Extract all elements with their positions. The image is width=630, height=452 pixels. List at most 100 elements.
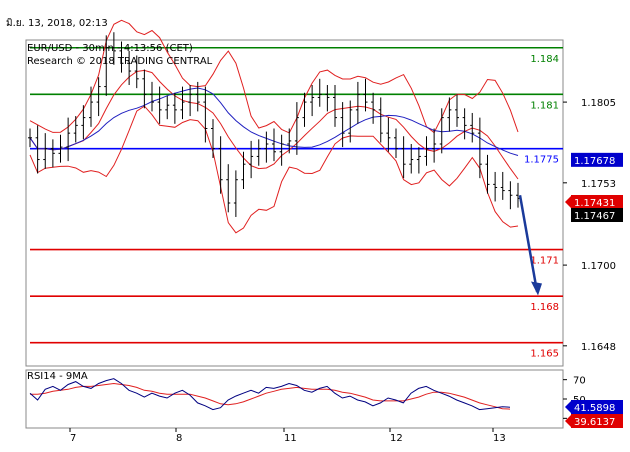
bollinger-upper [29, 19, 519, 134]
price-bar [439, 108, 444, 154]
level-label-1: 1.181 [530, 100, 559, 111]
price-bar [203, 86, 208, 143]
price-bar [180, 86, 185, 120]
price-tag-label-2: 1.17467 [574, 211, 615, 222]
price-bar [401, 136, 406, 179]
price-tag-1: 1.17431 [565, 195, 623, 209]
price-bar [470, 112, 475, 143]
price-bar [89, 86, 93, 127]
price-bar [508, 181, 513, 210]
x-tick-label-4: 13 [493, 433, 506, 444]
level-label-0: 1.184 [530, 54, 559, 65]
rsi-line [29, 378, 511, 411]
projection-arrowhead [531, 281, 542, 296]
price-bar [104, 35, 109, 96]
price-bar [264, 131, 269, 163]
price-bar [302, 92, 307, 127]
level-label-4: 1.168 [530, 302, 559, 313]
rsi-label: RSI14 - 9MA [27, 371, 88, 382]
price-bar [35, 125, 40, 174]
price-bar [50, 139, 55, 168]
price-bar [386, 117, 391, 152]
price-bar [394, 128, 398, 158]
price-bar [378, 97, 383, 143]
bollinger-lower [29, 105, 519, 234]
price-bar [432, 128, 437, 163]
price-bar [127, 50, 132, 86]
price-bar [279, 134, 284, 166]
price-bar [333, 85, 337, 127]
projection-arrow [518, 195, 539, 292]
rsi-ma-line [30, 382, 511, 410]
price-bar [500, 171, 505, 200]
price-bar [111, 32, 116, 65]
rsi-tag-1: 39.6137 [565, 414, 623, 428]
chart-title: EUR/USD - 30min - 4:13:56 (CET) [27, 43, 193, 54]
price-bar [294, 102, 299, 155]
price-bar [150, 81, 154, 112]
price-bar [462, 108, 467, 140]
y-tick-label-2: 1.1700 [581, 261, 616, 272]
price-tag-label-0: 1.17678 [574, 156, 615, 167]
rsi-tag-0: 41.5898 [565, 400, 623, 414]
price-bar [195, 81, 200, 112]
price-bar [363, 78, 368, 112]
price-bar [477, 117, 482, 179]
level-label-2: 1.1775 [524, 155, 559, 166]
price-bar [409, 144, 414, 174]
chart-subtitle: Research © 2018 TRADING CENTRAL [27, 56, 213, 67]
price-bar [188, 85, 193, 117]
price-bar [96, 77, 101, 117]
price-bar [58, 134, 63, 163]
price-bar [73, 116, 78, 143]
level-label-3: 1.171 [530, 256, 559, 267]
price-bar [28, 128, 32, 148]
price-bar [157, 86, 162, 124]
x-tick-label-0: 7 [70, 433, 76, 444]
x-tick-label-1: 8 [176, 433, 182, 444]
price-bar [142, 69, 147, 109]
price-bar [66, 117, 71, 162]
price-bar [43, 133, 48, 169]
price-bar [447, 97, 452, 132]
level-label-5: 1.165 [530, 349, 559, 360]
price-tag-0: 1.17678 [571, 152, 623, 167]
rsi-tag-label-1: 39.6137 [574, 417, 615, 428]
y-tick-label-1: 1.1753 [581, 179, 616, 190]
bollinger-middle [29, 69, 519, 180]
price-bar [310, 85, 315, 117]
rsi-tick-label-0: 70 [573, 376, 586, 387]
price-bar [485, 154, 490, 194]
price-bar [81, 105, 86, 140]
rsi-tag-label-0: 41.5898 [574, 403, 615, 414]
price-bar [355, 81, 360, 124]
price-bar [249, 140, 254, 179]
price-bar [348, 100, 353, 143]
price-bar [134, 55, 139, 89]
x-tick-label-2: 11 [284, 433, 297, 444]
rsi-pane [25, 369, 564, 429]
price-bar [424, 136, 429, 166]
price-bar [211, 119, 215, 158]
timestamp: มิ.ย. 13, 2018, 02:13 [6, 18, 108, 29]
x-tick-label-3: 12 [390, 433, 403, 444]
price-bar [317, 78, 322, 107]
price-tag-label-1: 1.17431 [574, 198, 615, 209]
price-bar [416, 147, 421, 174]
price-bar [241, 151, 246, 190]
price-bar [226, 164, 231, 213]
price-bar [371, 92, 376, 124]
price-bar [256, 139, 261, 166]
price-bar [325, 85, 330, 112]
price-bar [287, 128, 292, 154]
y-tick-label-3: 1.1648 [581, 342, 616, 353]
price-bar [455, 94, 459, 127]
price-bar [493, 171, 498, 202]
price-bar [340, 102, 345, 148]
price-bar [172, 92, 177, 124]
price-bar [119, 41, 124, 73]
toolbar-area: มิ.ย. 13, 2018, 02:13 [0, 0, 630, 36]
price-tag-2: 1.17467 [571, 208, 623, 222]
price-bar [272, 128, 276, 162]
